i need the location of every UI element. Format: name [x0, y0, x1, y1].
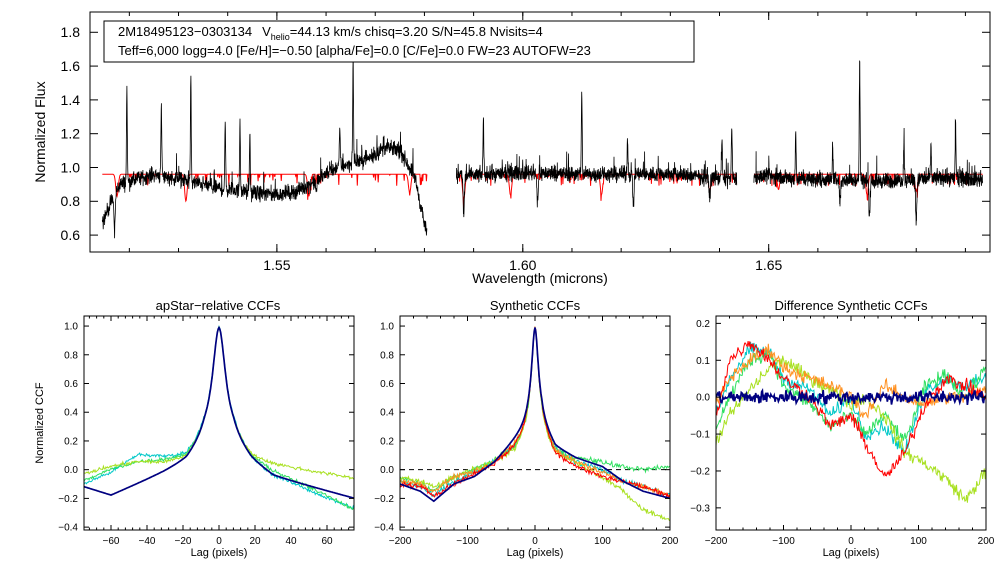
- apstar-ccf-plot-frame: [83, 315, 355, 531]
- ccf-line-visit-3: [400, 328, 670, 493]
- difference-ccf-series-group: [716, 341, 986, 503]
- ccf-line-visit-2: [400, 326, 670, 498]
- x-tick-label: 1.55: [263, 257, 290, 273]
- y-tick-label: 0.1: [696, 356, 710, 367]
- ccf-y-axis-label: Normalized CCF: [34, 382, 46, 464]
- y-tick-label: 0.2: [64, 436, 78, 447]
- x-tick-label: −20: [175, 536, 192, 547]
- spectrum-info-box: [103, 20, 695, 63]
- apstar-ccf-series-group: [84, 325, 354, 511]
- ccf-line-visit-2: [84, 325, 354, 511]
- x-tick-label: 100: [594, 536, 611, 547]
- synthetic-ccf-axis-ticks: −200 −100 0 100 200 −0.4 −0.2 0.0 0.2 0.4 0.6 0.8 1.…: [374, 316, 679, 547]
- y-tick-label: 0.2: [380, 436, 394, 447]
- star-id: 2M18495123−0303134: [118, 24, 252, 39]
- y-tick-label: 0.4: [380, 408, 394, 419]
- synthetic-ccf-x-axis-label: Lag (pixels): [507, 547, 564, 559]
- y-tick-label: −0.2: [374, 494, 394, 505]
- y-tick-label: −0.2: [58, 494, 78, 505]
- y-tick-label: −0.4: [58, 523, 78, 534]
- y-tick-label: 1.2: [61, 126, 81, 142]
- x-tick-label: 20: [249, 536, 261, 547]
- x-tick-label: 200: [662, 536, 679, 547]
- observed-spectrum-line-chip-3: [753, 60, 983, 226]
- synthetic-ccf-series-group: [400, 325, 670, 522]
- ccf-line-visit-4: [84, 327, 354, 480]
- y-tick-label: 0.6: [61, 227, 81, 243]
- apstar-ccf-axis-ticks: −60 −40 −20 0 20 40 60 −0.4 −0.2 0.0 0.2 0.4 0.6 0.8 1…: [58, 316, 354, 547]
- ccf-line-visit-5: [400, 325, 670, 498]
- difference-ccf-axis-ticks: −200 −100 0 100 200 −0.3 −0.2 −0.1 0.0 0.1 0.2: [690, 316, 995, 547]
- y-tick-label: −0.1: [690, 430, 710, 441]
- y-tick-label: −0.3: [690, 503, 710, 514]
- y-tick-label: 0.8: [61, 193, 81, 209]
- vhelio-stats: =44.13 km/s chisq=3.20 S/N=45.8 Nvisits=…: [290, 24, 543, 39]
- observed-spectrum-line-chip-1: [101, 55, 428, 239]
- spectrum-axis-ticks: 1.55 1.60 1.65 0.6 0.8 1.0 1.2 1.4 1.6 1.8: [61, 12, 990, 273]
- synthetic-ccf-title: Synthetic CCFs: [490, 298, 581, 313]
- y-tick-label: 1.0: [61, 159, 81, 175]
- y-tick-label: 1.8: [61, 24, 81, 40]
- vhelio-prefix: V: [262, 24, 271, 39]
- spectrum-info-line1: 2M18495123−0303134 Vhelio=44.13 km/s chis…: [118, 24, 543, 42]
- y-tick-label: 0.4: [64, 408, 78, 419]
- x-tick-label: −200: [389, 536, 412, 547]
- difference-ccf-x-axis-label: Lag (pixels): [823, 547, 880, 559]
- y-tick-label: 1.6: [61, 58, 81, 74]
- ccf-line-visit-3: [84, 325, 354, 511]
- difference-ccf-title: Difference Synthetic CCFs: [775, 298, 928, 313]
- y-tick-label: 0.0: [380, 465, 394, 476]
- apstar-ccf-x-axis-label: Lag (pixels): [191, 547, 248, 559]
- x-tick-label: 60: [321, 536, 333, 547]
- y-tick-label: 0.8: [64, 350, 78, 361]
- difference-ccf-panel: Difference Synthetic CCFs −200 −100 0 100 20…: [690, 298, 995, 559]
- spectrum-panel: 1.55 1.60 1.65 0.6 0.8 1.0 1.2 1.4 1.6 1.8 2M1849…: [32, 11, 991, 286]
- x-tick-label: −200: [705, 536, 728, 547]
- x-tick-label: −40: [139, 536, 156, 547]
- x-tick-label: 200: [978, 536, 995, 547]
- y-tick-label: 1.4: [61, 92, 81, 108]
- ccf-line-visit-6: [716, 341, 986, 477]
- observed-spectrum-line-chip-2: [456, 91, 738, 218]
- ccf-line-visit-4: [400, 326, 670, 522]
- y-tick-label: 0.2: [696, 319, 710, 330]
- x-tick-label: −100: [456, 536, 479, 547]
- x-tick-label: 1.60: [509, 257, 536, 273]
- apstar-ccf-panel: apStar−relative CCFs −60 −40 −20 0 20 40 60 −0.…: [34, 298, 355, 559]
- x-tick-label: 0: [532, 536, 538, 547]
- y-tick-label: 0.8: [380, 350, 394, 361]
- apstar-ccf-title: apStar−relative CCFs: [156, 298, 281, 313]
- y-tick-label: 0.6: [380, 379, 394, 390]
- spectrum-y-axis-label: Normalized Flux: [32, 81, 48, 182]
- spectrum-x-axis-label: Wavelength (microns): [472, 270, 608, 286]
- ccf-line-visit-6: [400, 326, 670, 499]
- ccf-line-visit-3: [716, 351, 986, 441]
- y-tick-label: −0.2: [690, 466, 710, 477]
- y-tick-label: 0.0: [696, 393, 710, 404]
- x-tick-label: 100: [910, 536, 927, 547]
- x-tick-label: −60: [103, 536, 120, 547]
- x-tick-label: 40: [285, 536, 297, 547]
- ccf-line-visit-1: [716, 387, 986, 407]
- y-tick-label: 0.0: [64, 465, 78, 476]
- ccf-line-visit-1: [84, 325, 354, 499]
- x-tick-label: 0: [848, 536, 854, 547]
- ccf-line-visit-4: [716, 355, 986, 503]
- synthetic-ccf-panel: Synthetic CCFs −200 −100 0 100 200 −0.4 −0.2 0.…: [374, 298, 679, 559]
- x-tick-label: 0: [216, 536, 222, 547]
- y-tick-label: −0.4: [374, 523, 394, 534]
- ccf-line-visit-1: [400, 327, 670, 503]
- y-tick-label: 1.0: [64, 322, 78, 333]
- vhelio-subscript: helio: [271, 32, 290, 42]
- spectrum-series-group: [101, 55, 983, 239]
- spectrum-info-line2: Teff=6,000 logg=4.0 [Fe/H]=−0.50 [alpha/…: [118, 43, 591, 58]
- x-tick-label: 1.65: [755, 257, 782, 273]
- spectrum-plot-frame: [89, 11, 991, 253]
- y-tick-label: 1.0: [380, 322, 394, 333]
- x-tick-label: −100: [772, 536, 795, 547]
- y-tick-label: 0.6: [64, 379, 78, 390]
